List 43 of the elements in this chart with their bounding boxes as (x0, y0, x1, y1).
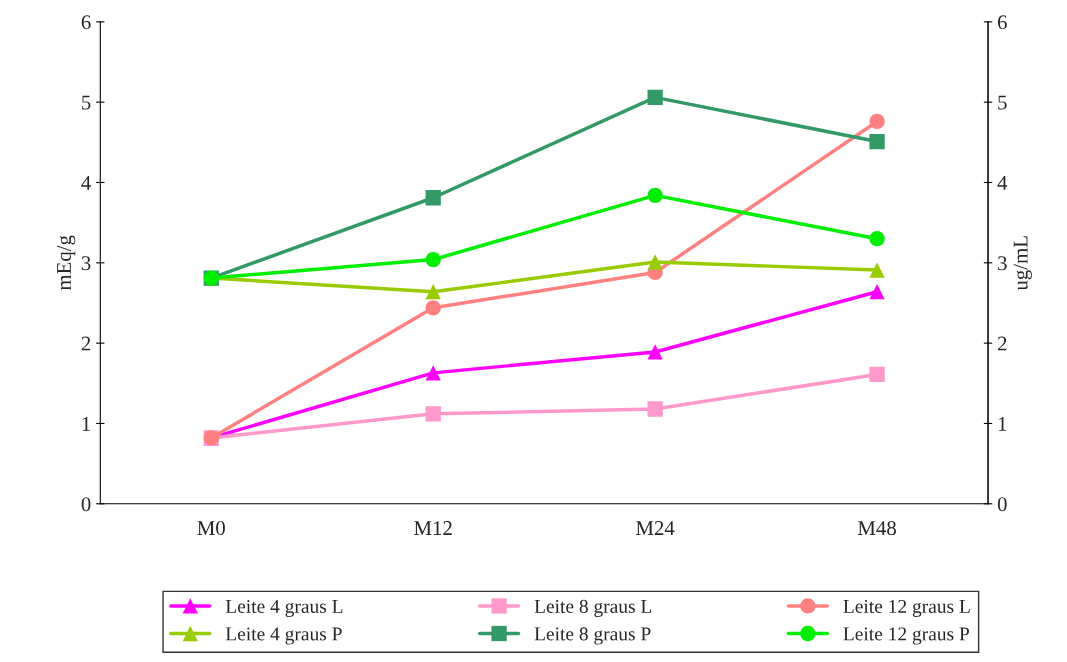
point (425, 365, 441, 381)
point (425, 300, 441, 316)
legend-label: Leite 12 graus L (843, 599, 970, 617)
y2-tick-label: 3 (998, 256, 1007, 271)
y2-tick-label: 4 (997, 176, 1008, 190)
y-tick-label: 1 (82, 416, 91, 431)
point (647, 89, 663, 105)
point (869, 284, 885, 300)
point (425, 251, 441, 268)
y-tick-label: 4 (81, 176, 91, 190)
point (647, 254, 663, 270)
y2-axis-title: ug/mL (1013, 236, 1032, 291)
point (869, 231, 885, 247)
x-tick-label: M0 (197, 521, 225, 536)
point (647, 401, 663, 417)
x-tick-label: M12 (414, 521, 452, 535)
y2-tick-label: 1 (998, 416, 1007, 431)
legend-label: Leite 4 graus P (225, 627, 342, 645)
point (869, 366, 885, 383)
legend-label: Leite 8 graus L (534, 599, 652, 617)
legend-label: Leite 4 graus L (225, 599, 343, 617)
x-tick-label: M24 (636, 521, 675, 535)
point (425, 406, 441, 422)
point (869, 262, 885, 278)
point (425, 284, 441, 300)
legend-label: Leite 12 graus P (843, 627, 970, 645)
point (869, 113, 885, 130)
y-tick-label: 5 (82, 95, 91, 110)
y2-tick-label: 6 (997, 15, 1007, 30)
point (425, 190, 441, 206)
y-tick-label: 2 (81, 336, 91, 351)
x-tick-label: M48 (857, 521, 896, 536)
y2-tick-label: 2 (997, 336, 1007, 351)
y-tick-label: 0 (81, 497, 91, 512)
point (647, 187, 663, 203)
y-tick-label: 6 (81, 15, 91, 30)
legend-label: Leite 8 graus P (534, 627, 651, 645)
point (869, 133, 885, 150)
y-axis-title: mEq/g (57, 235, 76, 291)
point (647, 344, 663, 360)
y-tick-label: 3 (81, 256, 91, 271)
y2-tick-label: 5 (998, 95, 1007, 110)
y2-tick-label: 0 (997, 497, 1007, 512)
